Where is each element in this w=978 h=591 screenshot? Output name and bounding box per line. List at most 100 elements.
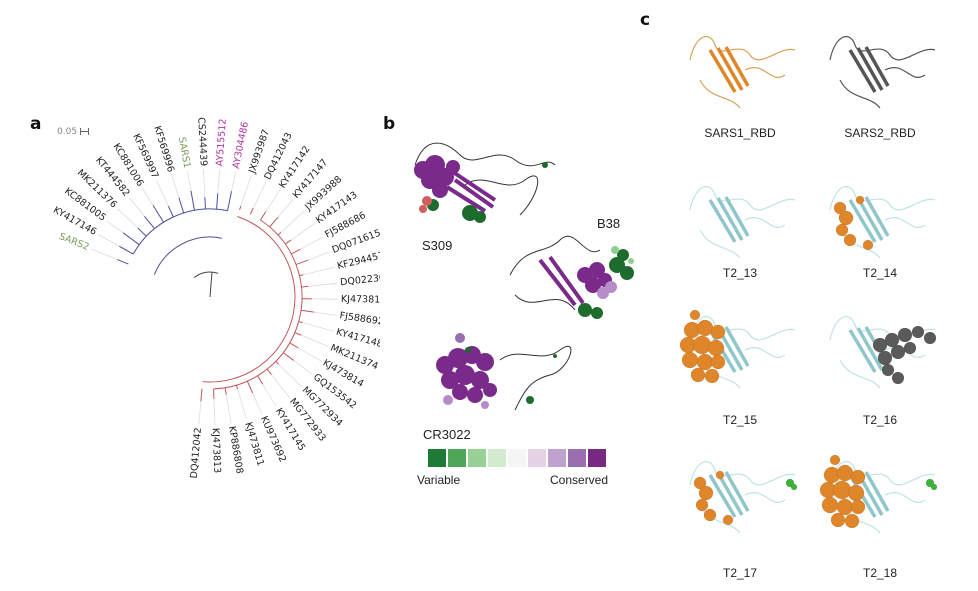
legend-swatch bbox=[508, 449, 526, 467]
legend-swatch bbox=[468, 449, 486, 467]
tree-branch bbox=[117, 259, 129, 265]
tree-leader-line bbox=[308, 282, 338, 287]
tree-leaf-label: AY515512 bbox=[214, 118, 229, 167]
tree-branch bbox=[259, 211, 267, 221]
tree-branch bbox=[300, 309, 314, 313]
tree-leader-line bbox=[293, 360, 313, 375]
tree-leader-line bbox=[198, 401, 202, 425]
rbd-structure-label: SARS1_RBD bbox=[704, 126, 776, 140]
rbd-structure-label: T2_14 bbox=[862, 266, 898, 280]
structure-label: B38 bbox=[597, 216, 621, 231]
legend-conserved-label: Conserved bbox=[550, 473, 609, 487]
tree-leaf-label: KJ473813 bbox=[210, 428, 223, 474]
tree-leader-line bbox=[117, 208, 138, 229]
tree-leaf-label: FJ588692 bbox=[339, 310, 380, 327]
tree-leader-line bbox=[265, 189, 281, 212]
tree-leaf-label: DQ022305 bbox=[340, 272, 380, 288]
tree-root-arc bbox=[193, 271, 219, 279]
blue-clade-arc bbox=[153, 236, 223, 275]
rbd-structure-label: SARS2_RBD bbox=[844, 126, 916, 140]
tree-branch bbox=[224, 387, 227, 395]
tree-leader-line bbox=[203, 169, 206, 198]
legend-swatch bbox=[448, 449, 466, 467]
tree-leaf-label: KJ473815 bbox=[341, 294, 380, 306]
tree-leaf-label: CS244439 bbox=[195, 117, 208, 166]
structure-label: CR3022 bbox=[423, 427, 471, 442]
phylogenetic-tree: SARS2KY417146KC881005MK211376KT444582KC8… bbox=[51, 117, 380, 479]
rbd-structure-t2-14 bbox=[829, 185, 936, 259]
tree-leader-line bbox=[237, 388, 248, 420]
rbd-structure-label: T2_13 bbox=[722, 266, 758, 280]
tree-leaf-label: SARS1 bbox=[176, 136, 192, 169]
tree-leader-line bbox=[302, 322, 334, 332]
rbd-structure-label: T2_18 bbox=[862, 566, 898, 580]
panel-c-letter: c bbox=[640, 10, 651, 30]
tree-leader-line bbox=[298, 347, 322, 362]
tree-branch bbox=[266, 368, 272, 375]
tree-branch bbox=[283, 352, 294, 361]
panel-a-letter: a bbox=[30, 114, 42, 134]
tree-branch bbox=[118, 245, 134, 255]
legend-swatch bbox=[528, 449, 546, 467]
tree-branch bbox=[269, 216, 279, 228]
tree-branch bbox=[289, 342, 299, 349]
tree-root-branch bbox=[209, 271, 213, 298]
tree-leader-line bbox=[303, 266, 335, 276]
tree-leader-line bbox=[231, 171, 236, 192]
tree-leaf-label: KF294457 bbox=[336, 250, 380, 272]
tree-leader-line bbox=[313, 311, 337, 316]
tree-leader-line bbox=[252, 392, 263, 415]
tree-leader-line bbox=[252, 181, 267, 209]
tree-leaf-label: AY304486 bbox=[231, 121, 251, 170]
tree-leader-line bbox=[171, 174, 180, 198]
rbd-structure-label: T2_16 bbox=[862, 413, 898, 427]
tree-branch bbox=[144, 215, 155, 230]
legend-swatch bbox=[488, 449, 506, 467]
conservation-legend bbox=[428, 449, 606, 467]
tree-leader-line bbox=[262, 384, 277, 407]
tree-leader-line bbox=[156, 180, 169, 207]
tree-branch bbox=[295, 259, 309, 266]
tree-branch bbox=[298, 321, 303, 324]
tree-leaf-label: SARS2 bbox=[57, 231, 90, 253]
tree-branch bbox=[284, 239, 292, 245]
rbd-structure-t2-17 bbox=[689, 460, 798, 534]
tree-leaf-label: DQ412042 bbox=[189, 427, 204, 479]
tree-leader-line bbox=[277, 199, 294, 218]
tree-branch bbox=[216, 193, 219, 210]
tree-branch bbox=[291, 248, 301, 255]
structure-cr3022 bbox=[436, 333, 572, 411]
tree-leaf-label: KP886808 bbox=[226, 425, 245, 474]
tree-branch bbox=[167, 205, 174, 218]
tree-leader-line bbox=[142, 188, 154, 206]
rbd-structure-t2-13 bbox=[689, 185, 796, 259]
tree-leader-line bbox=[301, 334, 329, 347]
legend-swatch bbox=[568, 449, 586, 467]
scale-bar-line bbox=[80, 128, 90, 135]
tree-leader-line bbox=[217, 169, 220, 194]
tree-leader-line bbox=[213, 398, 216, 425]
legend-variable-label: Variable bbox=[417, 473, 461, 487]
tree-branch bbox=[137, 227, 147, 237]
tree-branch bbox=[227, 191, 233, 211]
tree-branch bbox=[190, 190, 195, 211]
panel-b-letter: b bbox=[383, 114, 396, 134]
tree-branch bbox=[299, 274, 304, 277]
structure-s309 bbox=[414, 142, 556, 223]
rbd-structure-t2-16 bbox=[829, 315, 937, 389]
tree-branch bbox=[152, 205, 164, 223]
tree-branch bbox=[294, 332, 302, 336]
tree-branch bbox=[246, 380, 254, 394]
tree-branch bbox=[122, 232, 140, 246]
tree-branch bbox=[200, 388, 203, 402]
red-subclade-arc bbox=[213, 219, 303, 390]
tree-leader-line bbox=[299, 236, 324, 250]
tree-leader-line bbox=[308, 251, 330, 261]
tree-branch bbox=[239, 205, 242, 211]
legend-swatch bbox=[548, 449, 566, 467]
tree-branch bbox=[275, 361, 279, 365]
structure-label: S309 bbox=[422, 238, 453, 253]
tree-leader-line bbox=[91, 248, 118, 260]
legend-swatch bbox=[588, 449, 606, 467]
tree-branch bbox=[277, 231, 282, 236]
